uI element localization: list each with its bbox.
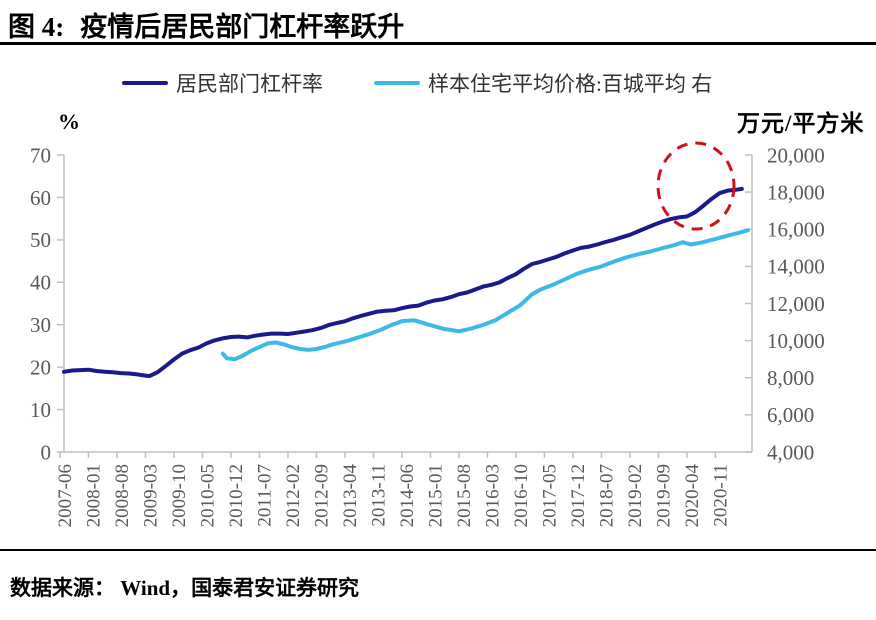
right-axis-tick-label: 20,000 bbox=[767, 143, 825, 167]
right-axis-unit: 万元/平方米 bbox=[737, 111, 865, 136]
highlight-ellipse bbox=[656, 141, 736, 231]
x-axis-tick-label: 2019-09 bbox=[653, 464, 674, 527]
x-axis-tick-label: 2015-08 bbox=[454, 464, 475, 527]
right-axis-tick-label: 18,000 bbox=[767, 180, 825, 204]
housing-price-line bbox=[220, 228, 750, 362]
x-axis-tick-label: 2007-06 bbox=[55, 464, 76, 527]
x-axis-tick-label: 2020-11 bbox=[710, 464, 731, 527]
right-axis-tick-label: 6,000 bbox=[767, 403, 814, 427]
left-axis-tick-label: 10 bbox=[30, 398, 51, 422]
right-axis-tick-label: 16,000 bbox=[767, 218, 825, 242]
x-axis-tick-label: 2016-10 bbox=[511, 464, 532, 527]
legend-item-price: 样本住宅平均价格:百城平均 右 bbox=[374, 70, 712, 96]
x-axis-tick-label: 2015-01 bbox=[425, 464, 446, 527]
right-axis-tick-label: 14,000 bbox=[767, 255, 825, 279]
x-axis-tick-label: 2013-04 bbox=[340, 464, 361, 528]
leverage-ratio-line bbox=[62, 186, 744, 379]
x-axis-tick-label: 2012-09 bbox=[311, 464, 332, 527]
x-axis-tick-label: 2019-02 bbox=[625, 464, 646, 527]
x-axis-tick-label: 2010-12 bbox=[226, 464, 247, 527]
x-axis-tick-label: 2017-12 bbox=[568, 464, 589, 527]
left-axis-tick-label: 60 bbox=[30, 186, 51, 210]
legend-swatch-leverage bbox=[122, 81, 168, 85]
legend-label-leverage: 居民部门杠杆率 bbox=[176, 72, 323, 96]
left-axis-tick-label: 50 bbox=[30, 228, 51, 252]
right-axis-tick-label: 12,000 bbox=[767, 292, 825, 316]
x-axis-tick-label: 2009-10 bbox=[169, 464, 190, 527]
x-axis-tick-label: 2011-07 bbox=[254, 464, 275, 527]
left-axis-tick-label: 20 bbox=[30, 355, 51, 379]
x-axis-tick-label: 2016-03 bbox=[482, 464, 503, 527]
right-axis-tick-label: 10,000 bbox=[767, 329, 825, 353]
legend-swatch-price bbox=[374, 81, 420, 85]
left-axis-unit: % bbox=[58, 109, 80, 134]
figure-title-text: 疫情后居民部门杠杆率跃升 bbox=[80, 12, 405, 42]
legend-item-leverage: 居民部门杠杆率 bbox=[122, 70, 323, 96]
x-axis-tick-label: 2008-08 bbox=[112, 464, 133, 527]
left-axis-tick-label: 0 bbox=[41, 440, 52, 464]
x-axis-tick-label: 2018-07 bbox=[596, 464, 617, 527]
x-axis-tick-label: 2008-01 bbox=[83, 464, 104, 527]
figure-title: 图 4: 疫情后居民部门杠杆率跃升 bbox=[8, 5, 404, 44]
x-axis-tick-label: 2012-02 bbox=[283, 464, 304, 527]
x-axis-tick-label: 2013-11 bbox=[368, 464, 389, 527]
legend-label-price: 样本住宅平均价格:百城平均 右 bbox=[428, 72, 713, 96]
figure-label: 图 4: bbox=[8, 12, 65, 42]
x-axis-tick-label: 2010-05 bbox=[197, 464, 218, 527]
right-axis-tick-label: 4,000 bbox=[767, 440, 814, 464]
left-axis-tick-label: 70 bbox=[30, 143, 51, 167]
x-axis-tick-label: 2020-04 bbox=[682, 464, 703, 528]
x-axis-tick-label: 2009-03 bbox=[140, 464, 161, 527]
bottom-divider bbox=[0, 549, 876, 551]
x-axis-tick-label: 2017-05 bbox=[539, 464, 560, 527]
x-axis-tick-label: 2014-06 bbox=[397, 464, 418, 527]
data-source: 数据来源： Wind，国泰君安证券研究 bbox=[10, 576, 360, 600]
line-chart-canvas: 0 10 20 30 40 50 60 70 4,000 6,000 8,000 10,000 12,0… bbox=[30, 141, 825, 528]
left-axis-tick-label: 30 bbox=[30, 313, 51, 337]
left-axis-tick-label: 40 bbox=[30, 271, 51, 295]
title-underline bbox=[0, 42, 876, 45]
right-axis-tick-label: 8,000 bbox=[767, 366, 814, 390]
